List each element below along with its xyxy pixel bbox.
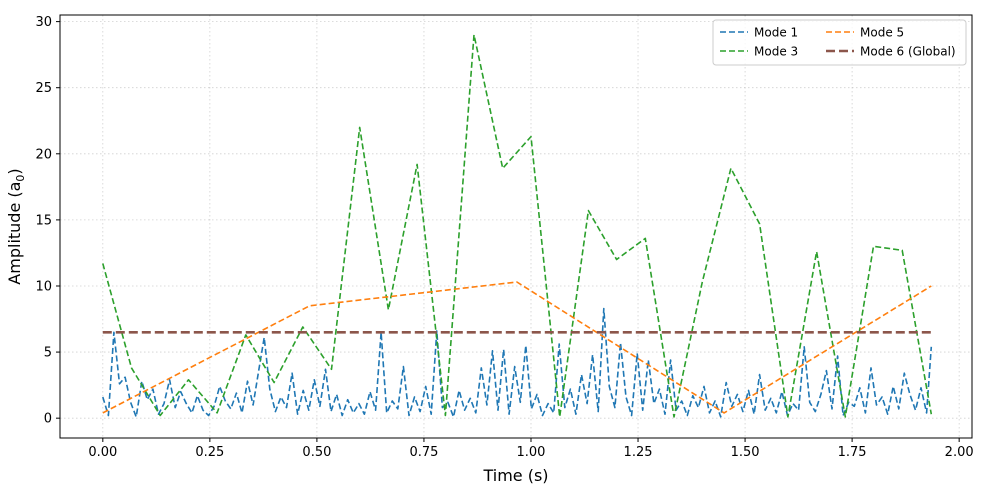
series-line-mode-5 xyxy=(102,281,932,414)
y-tick-label: 30 xyxy=(35,15,52,30)
x-tick-label: 2.00 xyxy=(945,445,974,460)
x-tick-label: 1.25 xyxy=(624,445,653,460)
legend-label: Mode 1 xyxy=(754,26,798,40)
x-axis: 0.00 0.25 0.50 0.75 1.00 1.25 1.50 1.75 2.00 xyxy=(88,438,974,460)
series-line-mode-1 xyxy=(102,307,933,418)
legend-label: Mode 6 (Global) xyxy=(860,45,956,59)
y-tick-label: 10 xyxy=(35,279,52,294)
y-axis-title-end: ) xyxy=(5,168,24,174)
legend: Mode 1 Mode 5 Mode 3 Mode 6 (Global) xyxy=(712,19,967,66)
y-tick-label: 15 xyxy=(35,213,52,228)
x-axis-title: Time (s) xyxy=(482,466,548,484)
y-axis-title-main: Amplitude (a xyxy=(5,182,24,285)
y-tick-label: 0 xyxy=(44,412,52,427)
y-axis-title-subscript: 0 xyxy=(14,175,27,182)
x-tick-label: 0.00 xyxy=(88,445,117,460)
series-line-mode-3 xyxy=(102,33,933,418)
legend-box xyxy=(712,19,967,66)
x-tick-label: 1.50 xyxy=(731,445,760,460)
legend-label: Mode 3 xyxy=(754,45,798,59)
y-axis: 0 5 10 15 20 25 30 xyxy=(35,15,60,427)
plot-frame xyxy=(59,14,973,439)
legend-label: Mode 5 xyxy=(860,26,904,40)
x-tick-label: 0.50 xyxy=(302,445,331,460)
x-tick-label: 0.25 xyxy=(195,445,224,460)
x-tick-label: 1.00 xyxy=(517,445,546,460)
y-axis-title: Amplitude (a0) xyxy=(5,168,27,284)
y-tick-label: 25 xyxy=(35,81,52,96)
y-tick-label: 5 xyxy=(44,346,52,361)
series-group xyxy=(102,33,933,418)
x-tick-label: 0.75 xyxy=(409,445,438,460)
y-tick-label: 20 xyxy=(35,147,52,162)
x-tick-label: 1.75 xyxy=(838,445,867,460)
